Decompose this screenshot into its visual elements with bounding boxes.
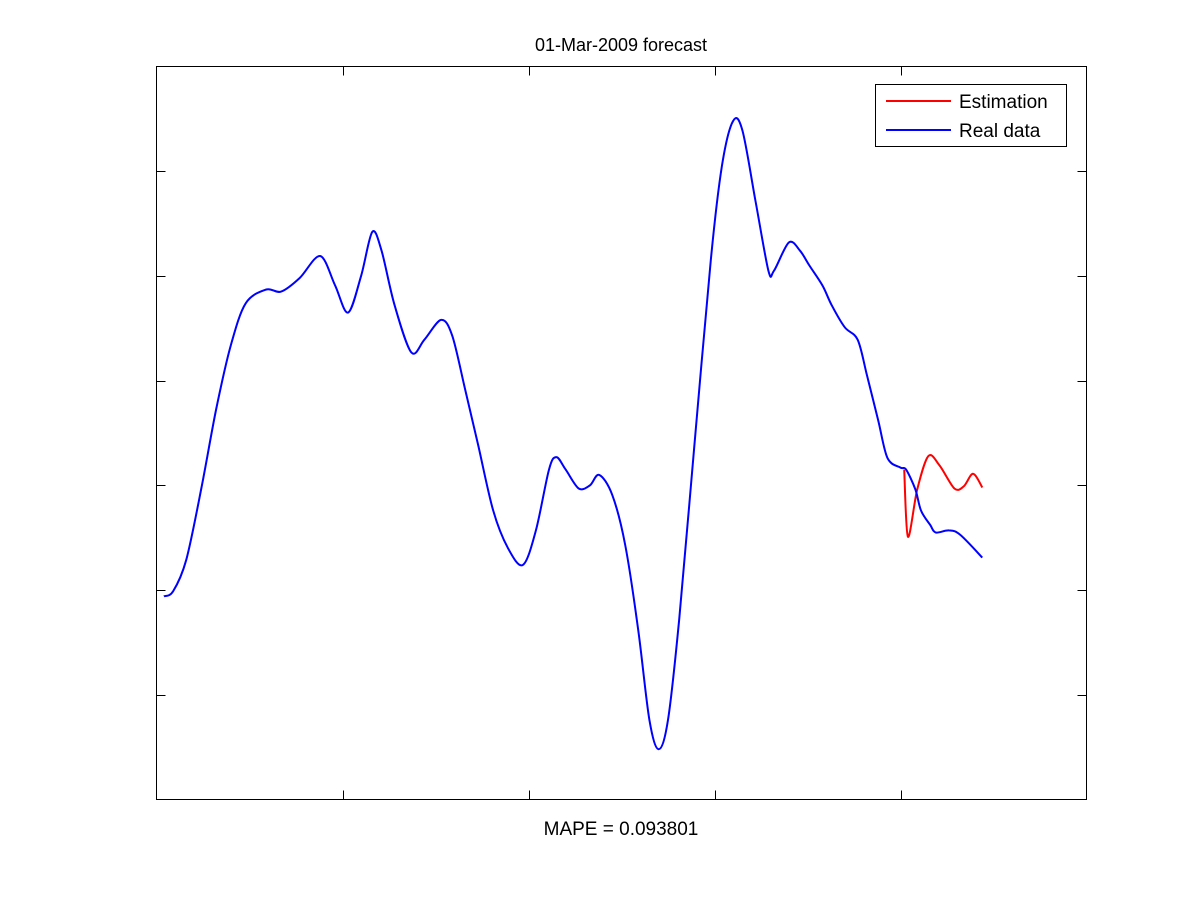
legend-box [875, 84, 1067, 147]
plot-lines [163, 117, 984, 751]
series-line-real-data [163, 117, 984, 751]
axes-box [156, 66, 1087, 800]
axis-ticks [156, 66, 1087, 800]
legend-label-real-data: Real data [959, 121, 1041, 142]
x-axis-label: MAPE = 0.093801 [544, 819, 699, 840]
chart-title: 01-Mar-2009 forecast [535, 35, 707, 55]
legend: Estimation Real data [875, 84, 1067, 147]
series-line-estimation [903, 454, 984, 538]
legend-label-estimation: Estimation [959, 92, 1048, 113]
